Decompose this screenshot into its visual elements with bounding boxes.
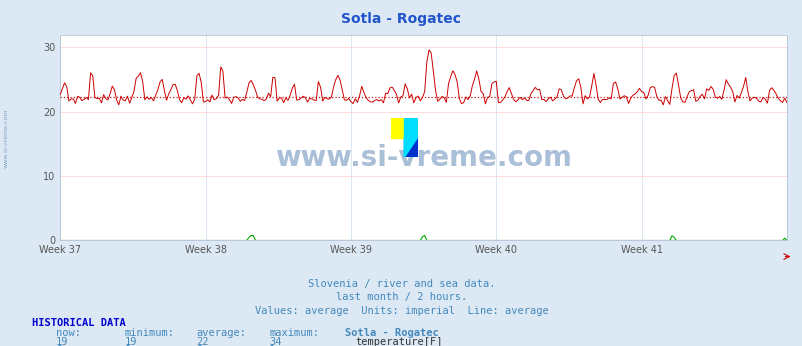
Text: minimum:: minimum: — [124, 328, 174, 338]
Text: HISTORICAL DATA: HISTORICAL DATA — [32, 318, 126, 328]
Text: last month / 2 hours.: last month / 2 hours. — [335, 292, 467, 302]
Text: www.si-vreme.com: www.si-vreme.com — [4, 109, 9, 168]
Text: 0: 0 — [124, 345, 131, 346]
Text: average:: average: — [196, 328, 246, 338]
Text: Slovenia / river and sea data.: Slovenia / river and sea data. — [307, 279, 495, 289]
Bar — [403, 137, 417, 157]
Polygon shape — [403, 137, 417, 157]
Bar — [403, 118, 417, 137]
Text: 34: 34 — [269, 337, 282, 346]
Text: 0: 0 — [56, 345, 63, 346]
Text: 19: 19 — [56, 337, 69, 346]
Text: 22: 22 — [196, 337, 209, 346]
Text: temperature[F]: temperature[F] — [355, 337, 443, 346]
Text: now:: now: — [56, 328, 81, 338]
Text: maximum:: maximum: — [269, 328, 318, 338]
Text: Sotla - Rogatec: Sotla - Rogatec — [341, 12, 461, 26]
Text: Sotla - Rogatec: Sotla - Rogatec — [345, 328, 439, 338]
Text: flow[foot3/min]: flow[foot3/min] — [355, 345, 449, 346]
Text: 0: 0 — [196, 345, 203, 346]
Text: www.si-vreme.com: www.si-vreme.com — [275, 144, 571, 172]
Text: 1: 1 — [269, 345, 275, 346]
Text: 19: 19 — [124, 337, 137, 346]
Bar — [391, 118, 403, 137]
Text: Values: average  Units: imperial  Line: average: Values: average Units: imperial Line: av… — [254, 306, 548, 316]
